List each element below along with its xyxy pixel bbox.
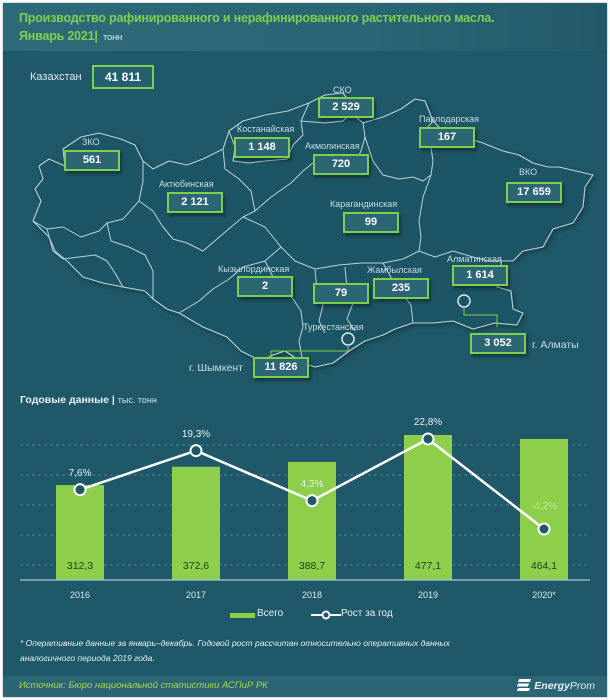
bar-2018 — [288, 461, 336, 580]
chart-title: Годовые данные | тыс. тонн — [20, 394, 157, 406]
region-label-zhambyl: Жамбылская — [367, 265, 422, 275]
region-value-vko: 17 659 — [506, 182, 562, 203]
title-separator: | — [94, 29, 98, 43]
legend-line-marker-icon — [311, 610, 341, 620]
bar-2019 — [404, 435, 452, 580]
city-value-almaty: 3 052 — [470, 333, 526, 354]
region-label-aktobe: Актюбинская — [159, 179, 214, 189]
header: Производство рафинированного и нерафинир… — [3, 3, 607, 51]
x-axis-tick-label: 2016 — [69, 590, 91, 600]
source-text: Источник: Бюро национальной статистики А… — [19, 680, 268, 691]
city-label-almaty: г. Алматы — [532, 339, 579, 351]
source-bar: Источник: Бюро национальной статистики А… — [3, 676, 607, 697]
region-label-zko: ЗКО — [82, 137, 100, 147]
growth-point-marker-icon — [305, 494, 319, 508]
region-value-akmola: 720 — [313, 154, 369, 175]
annual-chart: 312,3 2016 372,6 2017 388,7 2018 477,1 2019 464,… — [3, 413, 607, 623]
chart-title-separator: | — [111, 394, 115, 406]
region-value-zhambyl: 235 — [373, 278, 429, 299]
region-label-pavlodar: Павлодарская — [419, 114, 479, 124]
growth-point-marker-icon — [421, 432, 435, 446]
energyprom-logo: EnergyProm — [517, 679, 595, 692]
x-axis-tick-label: 2018 — [301, 590, 323, 600]
x-axis-tick-label: 2020* — [532, 590, 556, 600]
title-line-2: Январь 2021| тонн — [19, 29, 122, 43]
city-value-shymkent: 11 826 — [253, 357, 309, 378]
region-value-sko: 2 529 — [318, 97, 374, 118]
growth-value-label: 22,8% — [413, 417, 443, 428]
region-value-kostanay: 1 148 — [234, 137, 290, 158]
footnote-line-1: * Оперативные данные за январь–декабрь. … — [20, 638, 450, 648]
title-line-1: Производство рафинированного и нерафинир… — [19, 11, 495, 25]
x-axis-tick-label: 2019 — [417, 590, 439, 600]
bar-value-label: 388,7 — [298, 560, 326, 572]
infographic: Производство рафинированного и нерафинир… — [3, 3, 607, 697]
chart-title-text: Годовые данные — [20, 394, 109, 406]
region-value-aktobe: 2 121 — [167, 192, 223, 213]
country-label: Казахстан — [30, 71, 82, 83]
region-value-karaganda: 99 — [343, 212, 399, 233]
chart-plot — [20, 432, 590, 581]
bar-2016 — [56, 485, 104, 580]
bar-value-label: 464,1 — [530, 560, 558, 572]
kazakhstan-map: Казахстан 41 811 ЗКО 561 Актюбинская 2 1… — [3, 51, 607, 381]
growth-value-label: 7,6% — [68, 467, 92, 479]
bar-2020* — [520, 438, 568, 580]
chart-unit: тыс. тонн — [117, 395, 157, 405]
legend-bar-swatch-icon — [230, 613, 255, 618]
x-axis-tick-label: 2017 — [185, 590, 207, 600]
chart-legend: Всего Рост за год — [3, 608, 607, 622]
logo-bold-text: Energy — [534, 680, 570, 692]
growth-value-label: 4,3% — [300, 478, 324, 490]
region-label-turkestan: Туркестанская — [303, 322, 364, 332]
bar-2017 — [172, 466, 220, 580]
growth-point-marker-icon — [537, 522, 551, 536]
growth-point-marker-icon — [73, 483, 87, 497]
region-label-sko: СКО — [333, 85, 352, 95]
energyprom-logo-icon — [517, 679, 532, 691]
region-label-kostanay: Костанайская — [237, 124, 295, 134]
region-value-kyzylorda: 2 — [237, 276, 293, 297]
growth-value-label: -4,2% — [530, 501, 558, 512]
country-total-value: 41 811 — [92, 65, 154, 89]
bar-value-label: 312,3 — [66, 560, 94, 572]
bar-value-label: 372,6 — [182, 560, 210, 572]
region-label-kyzylorda: Кызылординская — [218, 264, 290, 274]
footnote: * Оперативные данные за январь–декабрь. … — [20, 636, 580, 666]
growth-value-label: 19,3% — [181, 428, 211, 440]
region-label-almaty-region: Алматинская — [447, 254, 502, 264]
legend-line-label: Рост за год — [341, 608, 393, 619]
bar-value-label: 477,1 — [414, 560, 442, 572]
region-label-vko: ВКО — [519, 167, 538, 177]
footnote-line-2: аналогичного периода 2019 года. — [20, 653, 155, 663]
city-label-shymkent: г. Шымкент — [189, 362, 243, 374]
region-value-turkestan: 79 — [313, 283, 369, 304]
title-period: Январь 2021 — [19, 29, 95, 43]
logo-normal-text: Prom — [569, 680, 595, 692]
growth-point-marker-icon — [189, 444, 203, 458]
region-label-akmola: Акмолинская — [305, 141, 360, 151]
region-value-pavlodar: 167 — [419, 127, 475, 148]
title-unit: тонн — [103, 32, 123, 43]
region-value-zko: 561 — [64, 150, 120, 171]
region-value-almaty-region: 1 614 — [452, 265, 508, 286]
region-label-karaganda: Карагандинская — [330, 199, 398, 209]
legend-bar-label: Всего — [257, 608, 284, 619]
